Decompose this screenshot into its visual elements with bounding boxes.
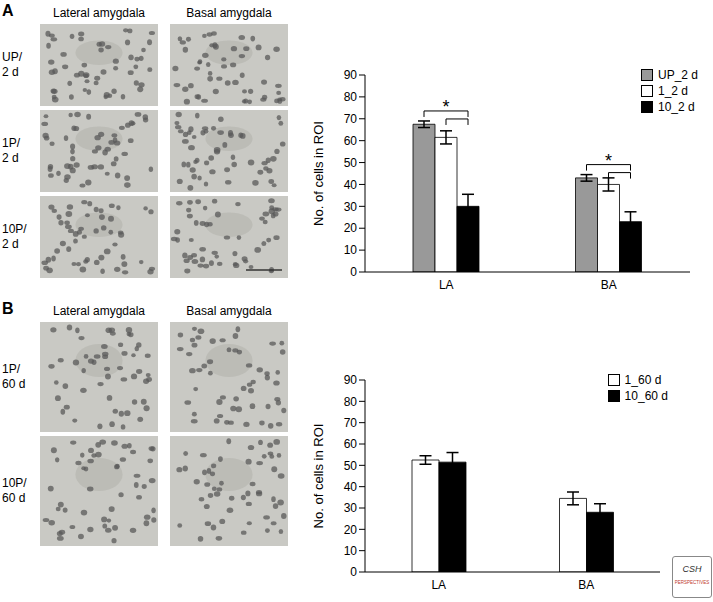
html-text:10P/: 10P/: [2, 222, 27, 236]
svg-text:LA: LA: [439, 278, 454, 292]
html-text:CSH: CSH: [682, 564, 702, 574]
html-text:UP/: UP/: [2, 50, 22, 64]
svg-text:70: 70: [344, 112, 358, 126]
svg-text:90: 90: [344, 373, 358, 387]
svg-text:30: 30: [344, 501, 358, 515]
html-text:UP_2 d: UP_2 d: [658, 68, 698, 82]
html-text:2 d: 2 d: [2, 65, 19, 79]
html-text:PERSPECTIVES: PERSPECTIVES: [674, 580, 710, 585]
svg-text:60: 60: [344, 437, 358, 451]
html-text:2 d: 2 d: [2, 151, 19, 165]
html-text:2 d: 2 d: [2, 237, 19, 251]
svg-text:50: 50: [344, 459, 358, 473]
svg-text:40: 40: [344, 178, 358, 192]
svg-text:10: 10: [344, 243, 358, 257]
svg-text:BA: BA: [601, 278, 617, 292]
svg-text:LA: LA: [431, 578, 446, 592]
svg-text:10: 10: [344, 544, 358, 558]
svg-text:80: 80: [344, 395, 358, 409]
svg-text:40: 40: [344, 480, 358, 494]
html-text:1_60 d: 1_60 d: [624, 373, 662, 387]
html-text:1P/: 1P/: [2, 362, 20, 376]
svg-text:No. of cells in ROI: No. of cells in ROI: [311, 121, 326, 226]
html-text:1P/: 1P/: [2, 136, 20, 150]
svg-text:70: 70: [344, 416, 358, 430]
svg-text:60: 60: [344, 134, 358, 148]
svg-text:BA: BA: [578, 578, 594, 592]
html-text:10_2 d: 10_2 d: [658, 100, 695, 114]
html-text:1_2 d: 1_2 d: [658, 84, 688, 98]
svg-text:*: *: [442, 97, 449, 117]
html-text:60 d: 60 d: [2, 491, 26, 505]
svg-text:30: 30: [344, 200, 358, 214]
html-text:Basal amygdala: Basal amygdala: [186, 6, 272, 20]
html-text:Lateral amygdala: Lateral amygdala: [53, 304, 145, 318]
svg-text:80: 80: [344, 90, 358, 104]
svg-text:No. of cells in ROI: No. of cells in ROI: [311, 424, 326, 529]
svg-text:0: 0: [350, 565, 357, 579]
html-text:A: A: [2, 2, 14, 19]
html-text:Lateral amygdala: Lateral amygdala: [53, 6, 145, 20]
html-text:60 d: 60 d: [2, 377, 26, 391]
svg-text:*: *: [605, 151, 612, 171]
svg-text:50: 50: [344, 156, 358, 170]
svg-text:0: 0: [350, 265, 357, 279]
html-text:B: B: [2, 300, 14, 317]
svg-text:20: 20: [344, 221, 358, 235]
html-text:10P/: 10P/: [2, 476, 27, 490]
svg-text:20: 20: [344, 523, 358, 537]
svg-text:90: 90: [344, 68, 358, 82]
html-text:Basal amygdala: Basal amygdala: [186, 304, 272, 318]
html-text:10_60 d: 10_60 d: [624, 389, 668, 403]
